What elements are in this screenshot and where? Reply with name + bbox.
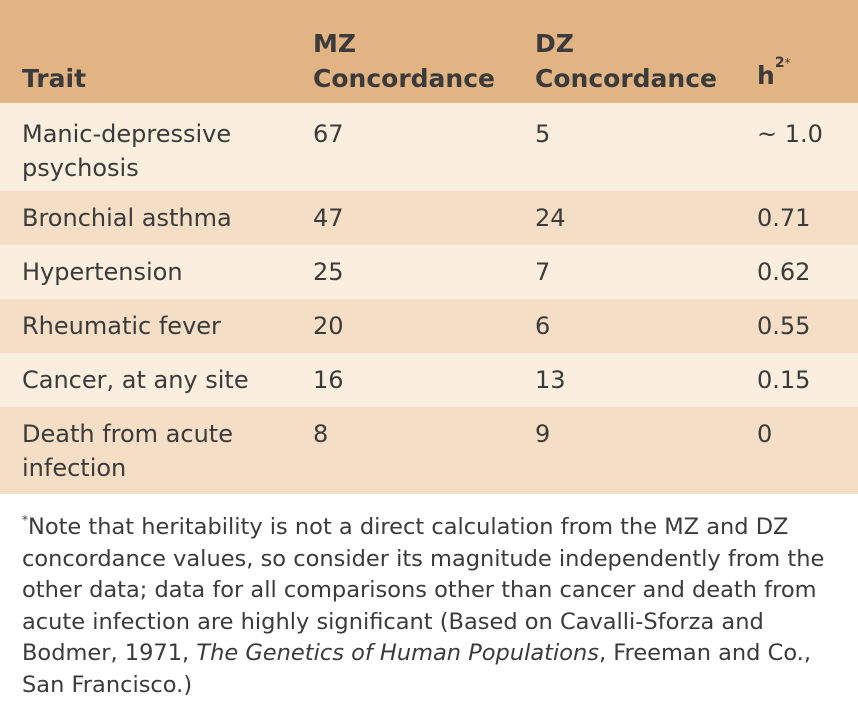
cell-mz: 25 <box>313 258 344 286</box>
cell-h2: ~ 1.0 <box>757 120 823 148</box>
cell-dz: 9 <box>535 420 551 448</box>
header-mz-line2: Concordance <box>313 64 495 93</box>
cell-h2: 0.62 <box>757 258 811 286</box>
header-row: Trait MZ Concordance DZ Concordance h2* <box>0 0 858 103</box>
header-trait: Trait <box>0 0 313 103</box>
cell-mz: 16 <box>313 366 344 394</box>
cell-h2: 0.71 <box>757 204 811 232</box>
cell-dz: 24 <box>535 204 566 232</box>
cell-h2: 0.55 <box>757 312 811 340</box>
heritability-table: Trait MZ Concordance DZ Concordance h2* … <box>0 0 858 494</box>
header-h2-footnote-mark: * <box>784 56 791 70</box>
footnote-text-end: , Freeman and Co., San Francisco.) <box>22 640 811 698</box>
table-row: Death from acute infection 8 9 0 <box>0 407 858 494</box>
cell-mz: 67 <box>313 120 344 148</box>
cell-mz: 20 <box>313 312 344 340</box>
header-mz-concordance: MZ Concordance <box>313 0 535 103</box>
cell-dz: 13 <box>535 366 566 394</box>
cell-mz: 8 <box>313 420 329 448</box>
cell-dz: 5 <box>535 120 551 148</box>
table-header: Trait MZ Concordance DZ Concordance h2* <box>0 0 858 103</box>
header-mz-line1: MZ <box>313 29 357 58</box>
footnote-text: Note that heritability is not a direct c… <box>22 514 825 667</box>
table-body: Manic-depressive psychosis 67 5 ~ 1.0 Br… <box>0 103 858 494</box>
cell-trait: Rheumatic fever <box>22 312 221 340</box>
header-dz-line2: Concordance <box>535 64 717 93</box>
cell-mz: 47 <box>313 204 344 232</box>
heritability-table-container: Trait MZ Concordance DZ Concordance h2* … <box>0 0 858 494</box>
table-row: Rheumatic fever 20 6 0.55 <box>0 299 858 353</box>
header-dz-line1: DZ <box>535 29 574 58</box>
cell-dz: 7 <box>535 258 551 286</box>
footnote-mark: * <box>22 513 28 527</box>
cell-trait: Hypertension <box>22 258 183 286</box>
table-row: Cancer, at any site 16 13 0.15 <box>0 353 858 407</box>
cell-h2: 0 <box>757 420 773 448</box>
cell-trait: Death from acute infection <box>22 420 233 482</box>
cell-trait: Bronchial asthma <box>22 204 232 232</box>
table-row: Bronchial asthma 47 24 0.71 <box>0 191 858 245</box>
header-dz-concordance: DZ Concordance <box>535 0 757 103</box>
table-row: Hypertension 25 7 0.62 <box>0 245 858 299</box>
cell-dz: 6 <box>535 312 551 340</box>
header-h2-exponent: 2 <box>774 55 785 71</box>
cell-trait: Manic-depressive psychosis <box>22 120 232 182</box>
header-heritability: h2* <box>757 0 858 103</box>
footnote-book-title: The Genetics of Human Populations <box>196 640 599 667</box>
cell-trait: Cancer, at any site <box>22 366 249 394</box>
table-footnote: *Note that heritability is not a direct … <box>22 512 847 702</box>
header-trait-label: Trait <box>22 64 87 93</box>
header-h2-base: h <box>757 61 775 90</box>
table-row: Manic-depressive psychosis 67 5 ~ 1.0 <box>0 103 858 191</box>
cell-h2: 0.15 <box>757 366 811 394</box>
